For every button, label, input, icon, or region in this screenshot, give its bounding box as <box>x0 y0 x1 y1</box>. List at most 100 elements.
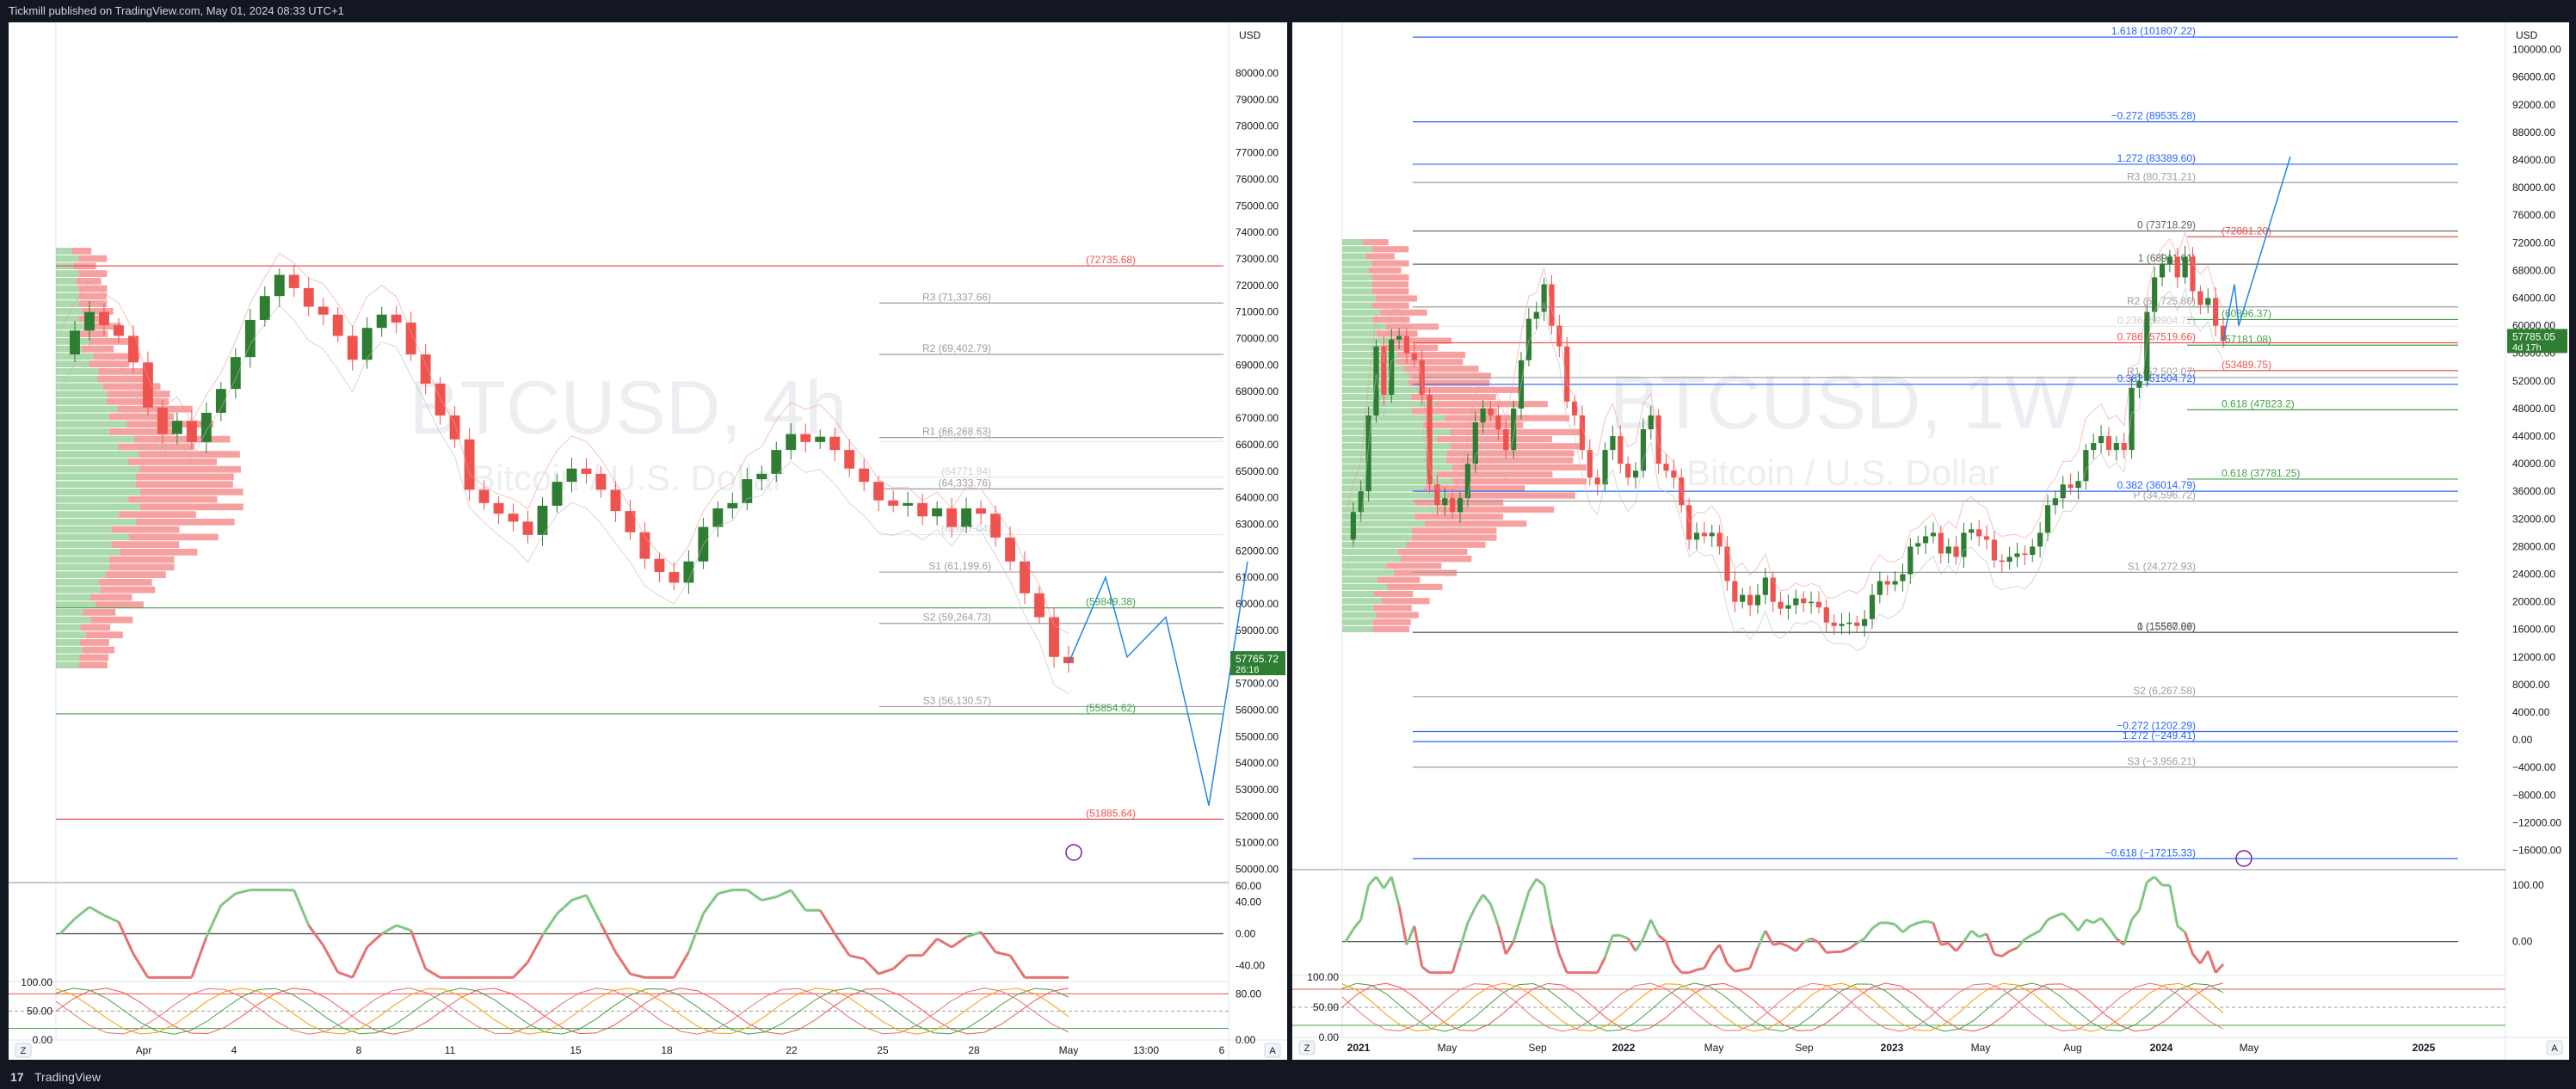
oscillator-line-segment <box>556 899 573 915</box>
volume-profile-bar <box>108 563 175 571</box>
candle <box>1815 591 1822 614</box>
candle-body <box>610 489 621 512</box>
candle-body <box>1869 594 1876 619</box>
candle <box>1801 591 1807 612</box>
candle <box>2182 245 2188 284</box>
volume-profile-bar <box>1403 366 1479 372</box>
candle <box>1571 395 1578 427</box>
candle-body <box>288 274 299 288</box>
candle-body <box>581 468 592 474</box>
chart-panel-4h[interactable]: BTCUSD, 4h Bitcoin / U.S. Dollar USD 80000.… <box>9 22 1287 1089</box>
candle-body <box>2060 484 2066 499</box>
volume-profile-bar <box>1385 344 1439 351</box>
candle-body <box>2136 380 2142 388</box>
volume-profile-bar <box>1342 288 1372 295</box>
oscillator-line-segment <box>1596 957 1606 974</box>
candle-body <box>1472 421 1478 465</box>
candle-body <box>434 383 446 416</box>
currency-label: USD <box>2516 29 2538 41</box>
volume-profile-bar <box>1434 401 1548 408</box>
volume-profile-bar <box>1411 408 1497 415</box>
volume-profile-bar <box>80 624 111 631</box>
candle <box>347 325 358 371</box>
candle <box>1618 425 1624 474</box>
auto-scale-button <box>1264 1043 1281 1058</box>
volume-profile-bar <box>90 616 133 624</box>
volume-profile-bar <box>78 255 108 262</box>
level-label: 1 (15587.06) <box>2137 620 2196 632</box>
candle <box>537 497 548 546</box>
candle <box>1808 591 1815 614</box>
oscillator-line-segment <box>1741 967 1751 971</box>
time-tick-label: 2022 <box>1612 1042 1636 1054</box>
candle-body <box>1747 594 1753 606</box>
price-tick-label: 55000.00 <box>1236 730 1279 742</box>
footer-bar: 17 TradingView <box>0 1065 2576 1089</box>
candle-body <box>1754 594 1761 606</box>
volume-profile-bar <box>56 481 136 488</box>
oscillator-line-segment <box>1955 940 1965 952</box>
oscillator-line-segment <box>337 970 354 979</box>
stochastic-line <box>1341 982 2224 1032</box>
candle-body <box>1640 429 1647 471</box>
candle <box>2105 427 2112 457</box>
volume-profile-bar <box>1444 415 1570 421</box>
oscillator-line-segment <box>1375 876 1385 889</box>
volume-profile-bar <box>56 646 83 654</box>
oscillator-line-segment <box>2199 950 2209 964</box>
oscillator-line-segment <box>103 914 120 924</box>
candle-body <box>449 415 460 440</box>
candle <box>1655 409 1661 474</box>
btcusd-4h-chart[interactable]: BTCUSD, 4h Bitcoin / U.S. Dollar USD 80000.… <box>9 22 1287 1089</box>
volume-profile-bar <box>1376 330 1418 337</box>
candle-body <box>1785 605 1791 609</box>
candle <box>1877 571 1883 604</box>
candle-body <box>2213 298 2219 326</box>
currency-label: USD <box>1239 29 1261 41</box>
candle-body <box>1991 539 1998 561</box>
volume-profile-bar <box>1363 239 1389 246</box>
chart-panel-1w[interactable]: BTCUSD, 1W Bitcoin / U.S. Dollar USD 100000… <box>1292 22 2569 1089</box>
oscillator-line-segment <box>380 924 397 935</box>
volume-profile-bar <box>56 533 129 541</box>
price-tick-label: 32000.00 <box>2512 513 2555 525</box>
btcusd-1w-chart[interactable]: BTCUSD, 1W Bitcoin / U.S. Dollar USD 100000… <box>1292 22 2569 1089</box>
candle <box>1732 570 1738 612</box>
candle <box>1427 387 1433 493</box>
price-tick-label: 71000.00 <box>1236 306 1279 318</box>
oscillator-line-segment <box>410 930 428 969</box>
time-tick-label: May <box>1059 1044 1079 1056</box>
volume-profile-bar <box>1342 344 1386 351</box>
candle <box>1663 454 1669 478</box>
level-label: P (34,596.72) <box>2134 489 2197 501</box>
volume-profile-bar <box>1342 541 1407 548</box>
level-label: R3 (71,337.66) <box>922 291 991 303</box>
candle <box>1381 335 1387 406</box>
candle-body <box>332 314 343 336</box>
candle <box>990 505 1001 547</box>
volume-profile-bar <box>82 345 114 353</box>
candle <box>1884 575 1890 596</box>
volume-profile-bar <box>83 609 116 616</box>
oscillator-line-segment <box>2009 946 2018 952</box>
oscillator-line-segment <box>190 936 208 978</box>
volume-profile-bar <box>1342 443 1451 450</box>
oscillator-line-segment <box>630 972 645 979</box>
level-label: (72881.20) <box>2222 225 2271 237</box>
volume-profile-bar <box>1436 436 1552 443</box>
volume-profile-bar <box>56 308 83 315</box>
candle <box>1701 521 1707 544</box>
candle <box>1953 535 1959 565</box>
volume-profile-bar <box>1342 506 1438 513</box>
volume-profile-bar <box>1380 309 1427 316</box>
level-label: −0.272 (89535.28) <box>2111 110 2196 122</box>
oscillator-line-segment <box>1397 905 1408 945</box>
oscillator-line-segment <box>396 924 412 932</box>
candle <box>1365 406 1371 501</box>
candle-body <box>1648 415 1654 430</box>
candle-body <box>2030 546 2036 556</box>
tradingview-logo-icon: 17 <box>10 1070 24 1084</box>
price-tick-label: 77000.00 <box>1236 147 1279 159</box>
candle <box>215 382 226 421</box>
